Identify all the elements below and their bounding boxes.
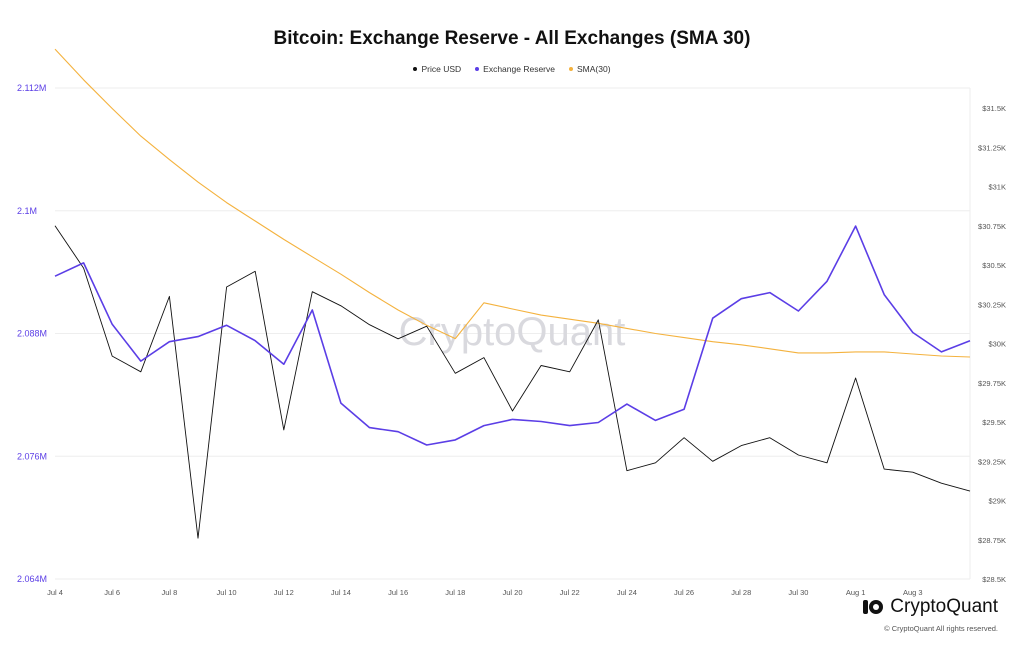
x-axis-tick-label: Jul 6: [104, 588, 120, 597]
x-axis-tick-label: Jul 24: [617, 588, 637, 597]
right-axis-tick-label: $28.75K: [978, 536, 1006, 545]
x-axis-tick-label: Jul 12: [274, 588, 294, 597]
legend-item-price[interactable]: Price USD: [413, 64, 461, 74]
x-axis-tick-label: Aug 3: [903, 588, 923, 597]
watermark: CryptoQuant: [399, 310, 626, 354]
right-axis-tick-label: $30.25K: [978, 300, 1006, 309]
x-axis-tick-label: Jul 22: [560, 588, 580, 597]
right-axis-tick-label: $30K: [988, 340, 1006, 349]
left-axis-tick-label: 2.088M: [17, 329, 47, 339]
chart-title: Bitcoin: Exchange Reserve - All Exchange…: [273, 28, 751, 49]
legend-dot-sma: [568, 67, 573, 71]
left-axis-tick-label: 2.112M: [17, 83, 46, 93]
right-axis-tick-label: $30.75K: [978, 222, 1006, 231]
left-axis-tick-label: 2.1M: [17, 206, 37, 216]
x-axis-tick-label: Jul 16: [388, 588, 408, 597]
copyright-text: © CryptoQuant All rights reserved.: [884, 624, 998, 633]
x-axis-tick-label: Jul 8: [161, 588, 177, 597]
x-axis-tick-label: Jul 26: [674, 588, 694, 597]
right-axis-tick-label: $31.5K: [982, 104, 1006, 113]
legend-label-sma: SMA(30): [576, 64, 611, 74]
right-axis: $28.5K $28.75K $29K $29.25K $29.5K $29.75K $30…: [978, 104, 1006, 584]
brand-name: CryptoQuant: [890, 596, 998, 617]
right-axis-tick-label: $30.5K: [982, 261, 1006, 270]
x-axis-tick-label: Jul 20: [502, 588, 522, 597]
legend-dot-reserve: [475, 67, 480, 71]
x-axis-tick-label: Jul 4: [47, 588, 63, 597]
left-axis-tick-label: 2.076M: [17, 451, 47, 461]
legend-item-sma[interactable]: SMA(30): [568, 64, 611, 74]
right-axis-tick-label: $29.25K: [978, 457, 1006, 466]
x-axis: Jul 4 Jul 6 Jul 8 Jul 10 Jul 12 Jul 14 Jul 16 J…: [47, 588, 923, 597]
legend-item-reserve[interactable]: Exchange Reserve: [475, 64, 555, 74]
x-axis-tick-label: Jul 18: [445, 588, 465, 597]
legend-label-reserve: Exchange Reserve: [483, 64, 555, 74]
x-axis-tick-label: Jul 30: [788, 588, 808, 597]
x-axis-tick-label: Jul 10: [217, 588, 237, 597]
legend-label-price: Price USD: [421, 64, 462, 74]
series-line-price-usd[interactable]: [54, 225, 971, 539]
right-axis-tick-label: $29.75K: [978, 379, 1006, 388]
right-axis-tick-label: $29K: [988, 497, 1006, 506]
series-lines: [54, 48, 971, 539]
right-axis-tick-label: $28.5K: [982, 575, 1006, 584]
legend-dot-price: [413, 67, 418, 71]
legend: Price USD Exchange Reserve SMA(30): [0, 64, 1024, 74]
series-line-exchange-reserve[interactable]: [54, 225, 971, 446]
x-axis-tick-label: Jul 28: [731, 588, 751, 597]
x-axis-tick-label: Aug 1: [846, 588, 866, 597]
right-axis-tick-label: $31.25K: [978, 143, 1006, 152]
series-line-sma30[interactable]: [54, 48, 971, 358]
brand-logo-block: CryptoQuant: [862, 596, 998, 618]
cryptoquant-logo-icon: [863, 600, 884, 614]
right-axis-tick-label: $29.5K: [982, 418, 1006, 427]
x-axis-tick-label: Jul 14: [331, 588, 351, 597]
right-axis-tick-label: $31K: [988, 183, 1006, 192]
grid-lines: [55, 87, 971, 580]
left-axis: 2.064M 2.076M 2.088M 2.1M 2.112M: [17, 83, 47, 584]
left-axis-tick-label: 2.064M: [17, 574, 47, 584]
